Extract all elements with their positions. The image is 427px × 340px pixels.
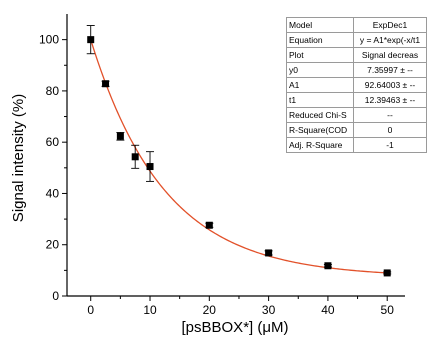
y-tick-label: 80 — [46, 84, 60, 98]
fit-table-row: R-Square(COD 0 — [286, 122, 427, 138]
point-marker — [265, 249, 273, 257]
point-marker — [324, 262, 332, 270]
fit-table-row: Adj. R-Square -1 — [286, 137, 427, 153]
fit-table-value: 92.64003 ± -- — [353, 77, 427, 93]
x-tick-label: 10 — [143, 303, 157, 317]
x-axis-title: [psBBOX*] (μM) — [182, 319, 289, 336]
fit-table-value: 0 — [353, 122, 427, 138]
y-tick-label: 60 — [46, 135, 60, 149]
data-point — [146, 151, 155, 182]
point-marker — [146, 163, 154, 171]
data-point — [131, 144, 140, 169]
fit-table-key: Plot — [286, 47, 354, 63]
fit-table-value: 12.39463 ± -- — [353, 92, 427, 108]
data-point — [205, 221, 214, 229]
axes — [66, 14, 405, 297]
fit-table-key: Reduced Chi-S — [286, 107, 354, 123]
y-tick-label: 40 — [46, 186, 60, 200]
fit-table-key: A1 — [286, 77, 354, 93]
point-marker — [87, 36, 95, 44]
fit-curve-layer — [90, 39, 388, 274]
x-tick-label: 20 — [203, 303, 217, 317]
point-marker — [205, 221, 213, 229]
fit-table-row: Plot Signal decreas — [286, 47, 427, 63]
fit-table-row: y0 7.35997 ± -- — [286, 62, 427, 78]
fit-table-row: Equation y = A1*exp(-x/t1 — [286, 32, 427, 48]
fit-table-value: ExpDec1 — [353, 17, 427, 33]
data-point — [264, 249, 273, 257]
point-marker — [116, 132, 124, 140]
data-point — [101, 80, 110, 88]
fit-table-value: Signal decreas — [353, 47, 427, 63]
data-point — [383, 269, 392, 277]
point-marker — [131, 153, 139, 161]
y-ticks: 0 20 40 60 80 100 — [39, 33, 67, 303]
y-tick-label: 20 — [46, 238, 60, 252]
fit-table-row: A1 92.64003 ± -- — [286, 77, 427, 93]
fit-table-row: Reduced Chi-S -- — [286, 107, 427, 123]
fit-table-value: -1 — [353, 137, 427, 153]
x-tick-label: 50 — [381, 303, 395, 317]
y-axis-title: Signal intensity (%) — [10, 94, 27, 222]
x-ticks: 0 10 20 30 40 50 — [87, 296, 394, 317]
fit-table-value: y = A1*exp(-x/t1 — [353, 32, 427, 48]
y-tick-label: 100 — [39, 33, 59, 47]
data-point — [86, 25, 95, 55]
data-point — [323, 262, 332, 270]
fit-table-key: y0 — [286, 62, 354, 78]
x-tick-label: 30 — [262, 303, 276, 317]
fit-results-table: Model ExpDec1 Equation y = A1*exp(-x/t1 Plot… — [286, 17, 427, 153]
fit-table-key: Equation — [286, 32, 354, 48]
fit-table-value: 7.35997 ± -- — [353, 62, 427, 78]
x-tick-label: 0 — [87, 303, 94, 317]
fit-table-key: t1 — [286, 92, 354, 108]
fit-table-value: -- — [353, 107, 427, 123]
data-point — [116, 131, 125, 141]
data-points-layer — [86, 25, 392, 277]
fit-table-key: R-Square(COD — [286, 122, 354, 138]
x-tick-label: 40 — [321, 303, 335, 317]
fit-table-key: Model — [286, 17, 354, 33]
fit-table-row: t1 12.39463 ± -- — [286, 92, 427, 108]
fit-table-key: Adj. R-Square — [286, 137, 354, 153]
point-marker — [383, 269, 391, 277]
fit-results-body: Model ExpDec1 Equation y = A1*exp(-x/t1 Plot… — [286, 17, 427, 153]
point-marker — [102, 80, 110, 88]
fit-curve — [90, 39, 388, 274]
y-tick-label: 0 — [52, 289, 59, 303]
fit-table-row: Model ExpDec1 — [286, 17, 427, 33]
